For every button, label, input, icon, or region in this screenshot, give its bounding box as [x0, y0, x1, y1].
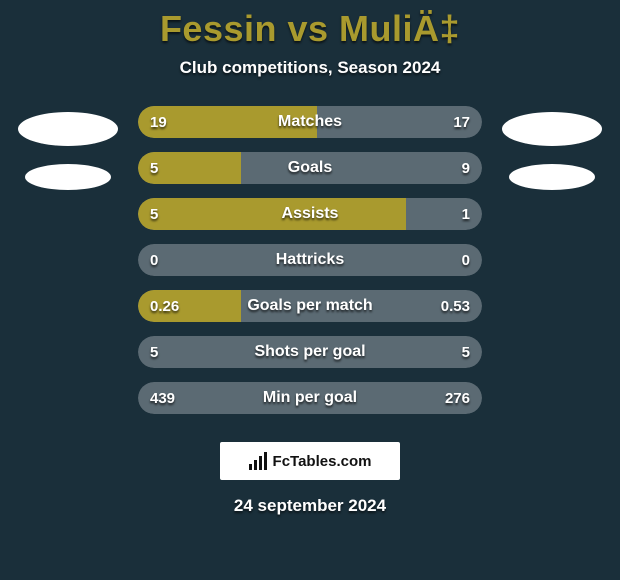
left-ellipse-1	[18, 112, 118, 146]
stat-label: Min per goal	[138, 382, 482, 414]
right-ellipse-2	[509, 164, 595, 190]
stat-label: Assists	[138, 198, 482, 230]
branding-text: FcTables.com	[273, 453, 372, 470]
stat-right-value: 276	[445, 382, 470, 414]
stat-right-value: 5	[462, 336, 470, 368]
stat-label: Goals	[138, 152, 482, 184]
stat-label: Matches	[138, 106, 482, 138]
stat-right-value: 0	[462, 244, 470, 276]
stat-right-value: 17	[453, 106, 470, 138]
stat-label: Goals per match	[138, 290, 482, 322]
stat-row: 0.26Goals per match0.53	[138, 290, 482, 322]
right-player-graphics	[502, 106, 602, 190]
stat-label: Hattricks	[138, 244, 482, 276]
stat-row: 439Min per goal276	[138, 382, 482, 414]
stat-right-value: 0.53	[441, 290, 470, 322]
left-player-graphics	[18, 106, 118, 190]
left-ellipse-2	[25, 164, 111, 190]
stat-bars: 19Matches175Goals95Assists10Hattricks00.…	[138, 106, 482, 414]
stat-row: 0Hattricks0	[138, 244, 482, 276]
chart-icon	[249, 452, 269, 470]
stat-label: Shots per goal	[138, 336, 482, 368]
stat-row: 5Goals9	[138, 152, 482, 184]
subtitle: Club competitions, Season 2024	[180, 58, 441, 78]
branding-badge: FcTables.com	[220, 442, 400, 480]
stat-row: 19Matches17	[138, 106, 482, 138]
date-label: 24 september 2024	[234, 496, 386, 516]
stat-right-value: 9	[462, 152, 470, 184]
stat-row: 5Assists1	[138, 198, 482, 230]
stat-right-value: 1	[462, 198, 470, 230]
stat-row: 5Shots per goal5	[138, 336, 482, 368]
page-title: Fessin vs MuliÄ‡	[160, 8, 460, 50]
content-root: Fessin vs MuliÄ‡ Club competitions, Seas…	[0, 0, 620, 580]
comparison-arena: 19Matches175Goals95Assists10Hattricks00.…	[0, 106, 620, 414]
right-ellipse-1	[502, 112, 602, 146]
